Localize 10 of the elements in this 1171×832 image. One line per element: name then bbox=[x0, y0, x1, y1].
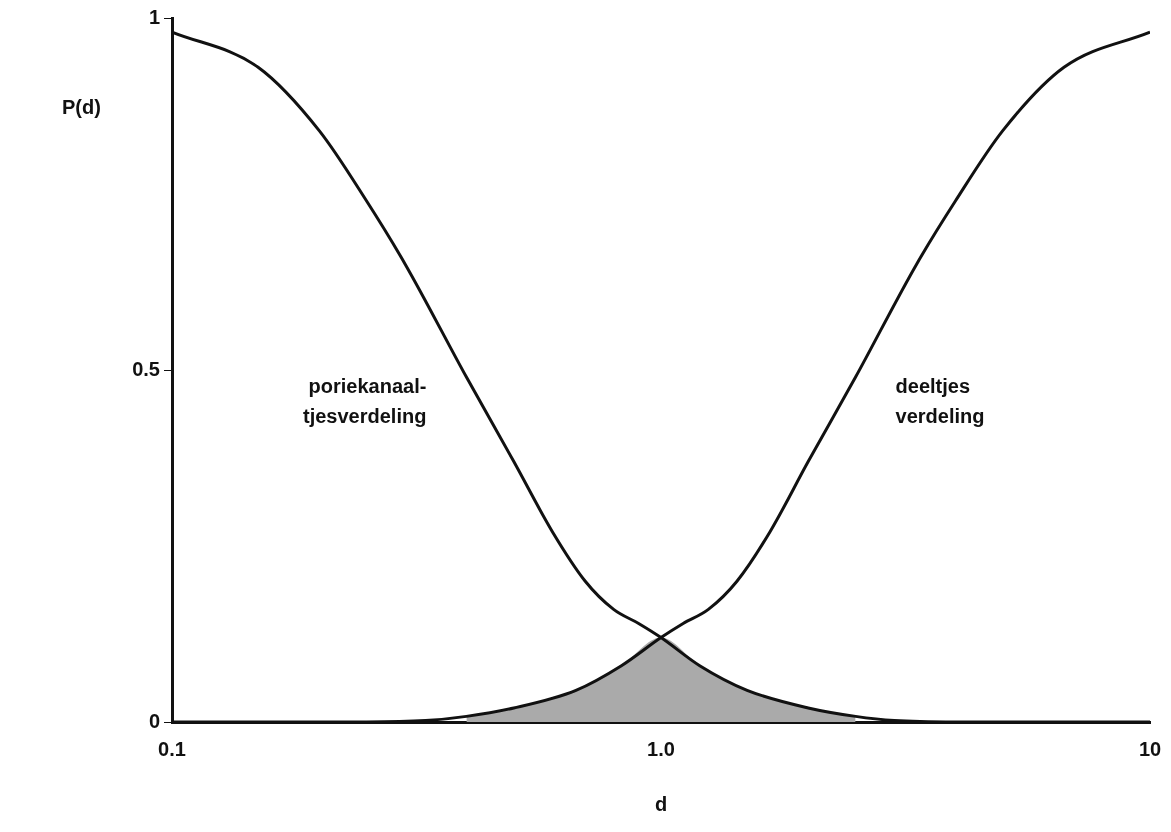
y-axis-title: P(d) bbox=[62, 95, 101, 118]
y-tick-label: 0 bbox=[148, 709, 160, 732]
series-label: poriekanaal- tjesverdeling bbox=[303, 374, 427, 427]
x-tick-label: 1.0 bbox=[647, 737, 675, 760]
y-tick-label: 0.5 bbox=[132, 357, 160, 380]
x-tick-label: 0.1 bbox=[158, 737, 186, 760]
x-axis-title: d bbox=[654, 792, 668, 815]
series-label: deeltjes verdeling bbox=[895, 374, 985, 427]
x-tick-label: 10 bbox=[1138, 737, 1162, 760]
y-tick-label: 1 bbox=[148, 5, 160, 28]
